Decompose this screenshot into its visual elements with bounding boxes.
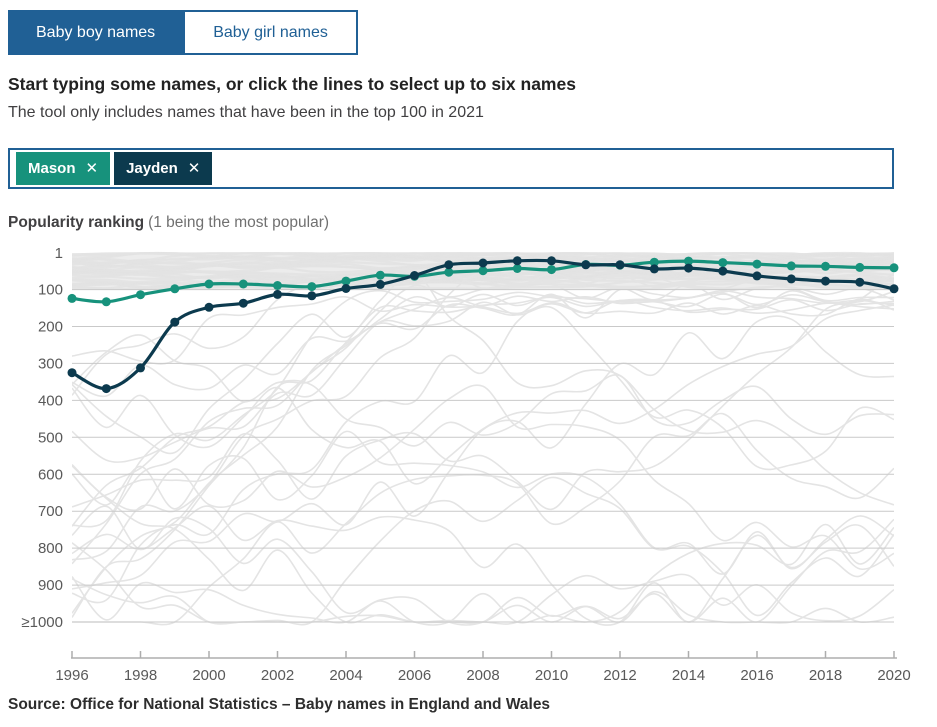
svg-text:2006: 2006 [398,667,431,684]
data-point[interactable] [547,256,556,266]
y-axis-title: Popularity ranking (1 being the most popu… [8,214,330,231]
data-point[interactable] [307,282,317,292]
data-point[interactable] [273,289,282,299]
data-point[interactable] [67,293,77,303]
data-point[interactable] [204,279,214,289]
svg-text:2016: 2016 [740,667,773,684]
gridlines [72,289,894,623]
data-point[interactable] [478,258,488,268]
page-title: Start typing some names, or click the li… [8,74,576,94]
data-point[interactable] [444,267,454,277]
background-name-lines[interactable] [72,251,894,626]
svg-text:2004: 2004 [329,667,362,684]
selected-name-label: Mason [28,160,76,177]
data-point[interactable] [204,302,214,312]
data-point[interactable] [170,317,180,327]
selected-name-label: Jayden [126,160,178,177]
data-point[interactable] [821,261,830,271]
svg-text:2018: 2018 [809,667,842,684]
svg-text:800: 800 [38,540,63,557]
data-point[interactable] [786,261,796,271]
data-point[interactable] [341,276,351,286]
data-point[interactable] [273,281,282,290]
data-point[interactable] [615,260,625,270]
data-point[interactable] [855,277,865,287]
data-point[interactable] [649,264,659,274]
data-point[interactable] [410,271,419,280]
tab-baby-boy-names[interactable]: Baby boy names [8,10,184,55]
data-point[interactable] [101,384,111,394]
data-point[interactable] [684,263,693,273]
x-axis-tick-labels: 1996 1998 2000 2002 2004 2006 2008 2010 2012 2014… [55,667,910,684]
svg-text:900: 900 [38,577,63,594]
data-point[interactable] [307,291,317,301]
data-point[interactable] [889,263,899,273]
svg-text:600: 600 [38,466,63,483]
data-point[interactable] [238,298,248,308]
data-point[interactable] [478,266,488,276]
data-point[interactable] [375,279,385,289]
data-point[interactable] [341,284,351,293]
source-attribution: Source: Office for National Statistics –… [8,696,551,713]
svg-text:100: 100 [38,282,63,299]
remove-name-button[interactable]: ✕ [85,160,99,177]
data-point[interactable] [752,271,762,281]
data-point[interactable] [684,256,693,266]
svg-text:≥1000: ≥1000 [21,614,63,631]
name-search-input[interactable]: Mason ✕ Jayden ✕ [8,148,894,189]
svg-text:400: 400 [38,392,63,409]
svg-text:200: 200 [38,319,63,336]
svg-text:2020: 2020 [877,667,910,684]
svg-text:2014: 2014 [672,667,705,684]
y-axis-tick-labels: 1 100 200 300 400 500 600 700 800 900 ≥1000 [21,245,63,631]
selected-name-chip-jayden[interactable]: Jayden ✕ [114,152,213,185]
data-point[interactable] [444,260,454,270]
svg-text:1998: 1998 [124,667,157,684]
svg-text:2012: 2012 [603,667,636,684]
svg-text:1: 1 [55,245,63,262]
selected-name-chip-mason[interactable]: Mason ✕ [16,152,111,185]
data-point[interactable] [889,284,899,294]
data-point[interactable] [512,256,522,266]
data-point[interactable] [752,259,762,269]
svg-text:2008: 2008 [466,667,499,684]
data-point[interactable] [67,368,77,378]
data-point[interactable] [718,258,728,268]
svg-text:2000: 2000 [192,667,225,684]
data-point[interactable] [581,260,591,270]
data-point[interactable] [821,276,830,286]
series-jayden[interactable] [67,256,899,394]
data-point[interactable] [718,266,728,276]
gender-tabs: Baby boy names Baby girl names [8,10,358,55]
data-point[interactable] [375,270,385,280]
x-axis: 1996 1998 2000 2002 2004 2006 2008 2010 2012 2014… [55,651,911,684]
data-point[interactable] [855,262,865,272]
page-subtitle: The tool only includes names that have b… [8,104,484,121]
svg-text:300: 300 [38,355,63,372]
data-point[interactable] [649,257,659,267]
svg-text:1996: 1996 [55,667,88,684]
data-point[interactable] [136,363,145,373]
data-point[interactable] [786,274,796,284]
svg-text:2010: 2010 [535,667,568,684]
data-point[interactable] [512,264,522,273]
data-point[interactable] [547,265,556,275]
data-point[interactable] [170,284,180,294]
svg-text:2002: 2002 [261,667,294,684]
remove-name-button[interactable]: ✕ [187,160,201,177]
data-point[interactable] [101,297,111,307]
svg-text:700: 700 [38,503,63,520]
tab-baby-girl-names[interactable]: Baby girl names [183,10,358,55]
data-point[interactable] [238,279,248,289]
data-point[interactable] [136,290,145,300]
svg-text:500: 500 [38,429,63,446]
